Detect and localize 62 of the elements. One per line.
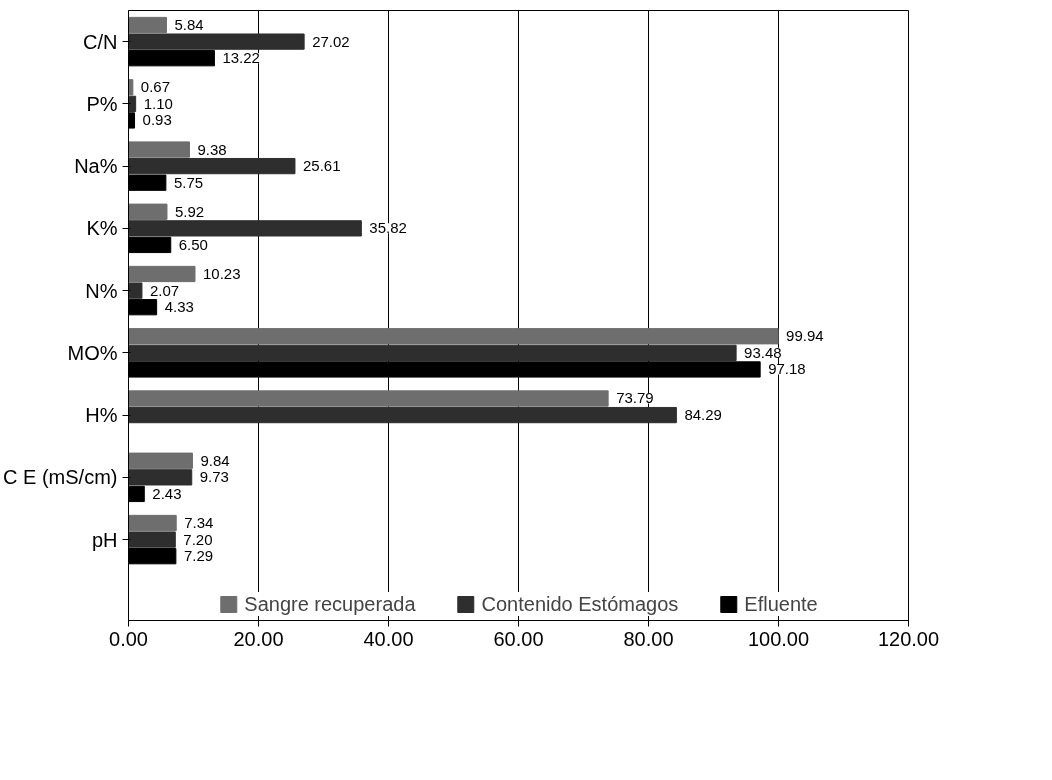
bar [128, 452, 193, 469]
bar [128, 157, 296, 175]
y-tick-label: pH [91, 528, 118, 551]
y-tick-label: K% [86, 217, 118, 240]
data-label: 9.84 [200, 451, 230, 469]
y-tick-label: Na% [74, 155, 118, 178]
data-label: 0.67 [140, 78, 171, 96]
data-label: 99.94 [786, 327, 824, 345]
y-tick-label: C/N [83, 30, 118, 53]
data-label: 9.38 [197, 140, 227, 158]
data-label: 1.10 [143, 94, 173, 112]
bar [128, 265, 196, 283]
bar [128, 328, 779, 345]
bar [128, 469, 193, 486]
y-tick-label: MO% [67, 341, 118, 364]
data-label: 6.50 [178, 235, 208, 253]
data-label: 4.33 [164, 298, 194, 316]
bar [128, 531, 176, 548]
data-label: 93.48 [744, 343, 782, 361]
bar [128, 16, 167, 34]
bar [128, 141, 190, 158]
x-tick-label: 0.00 [109, 627, 148, 650]
y-tick-label: H% [85, 404, 118, 427]
x-tick-label: 20.00 [233, 627, 284, 650]
legend-label: Contenido Estómagos [481, 592, 679, 616]
bar [128, 344, 737, 361]
data-label: 13.22 [222, 49, 260, 67]
x-tick-label: 60.00 [493, 627, 544, 650]
data-label: 10.23 [202, 265, 241, 282]
bar [128, 406, 677, 424]
data-label: 0.93 [142, 111, 172, 129]
x-tick-label: 40.00 [363, 627, 414, 650]
x-tick-label: 80.00 [623, 627, 674, 650]
bar [128, 220, 362, 237]
bar [128, 33, 305, 50]
bar [128, 282, 143, 299]
data-label: 25.61 [302, 157, 341, 175]
data-label: 5.75 [173, 173, 204, 191]
data-label: 84.29 [684, 406, 722, 424]
bar [128, 514, 177, 532]
y-tick-label: C E (mS/cm) [3, 466, 118, 489]
data-label: 27.02 [312, 32, 350, 50]
x-tick-label: 100.00 [747, 627, 810, 650]
x-tick-label: 120.00 [877, 627, 940, 650]
bar [128, 79, 134, 96]
bar [128, 390, 609, 407]
bar [128, 203, 168, 220]
legend-label: Sangre recuperada [244, 592, 416, 616]
y-tick-label: P% [86, 92, 118, 115]
data-label: 2.43 [152, 484, 182, 502]
data-label: 9.73 [199, 468, 229, 486]
data-label: 7.20 [183, 530, 213, 548]
data-label: 2.07 [149, 281, 180, 299]
data-label: 5.92 [174, 202, 205, 220]
y-tick-label: N% [85, 279, 118, 302]
data-label: 7.29 [183, 547, 214, 565]
data-label: 7.34 [184, 513, 214, 531]
data-label: 73.79 [616, 389, 654, 407]
legend-label: Efluente [744, 592, 818, 616]
data-label: 5.84 [174, 16, 204, 34]
data-label: 35.82 [369, 219, 407, 237]
data-label: 97.18 [768, 360, 806, 378]
